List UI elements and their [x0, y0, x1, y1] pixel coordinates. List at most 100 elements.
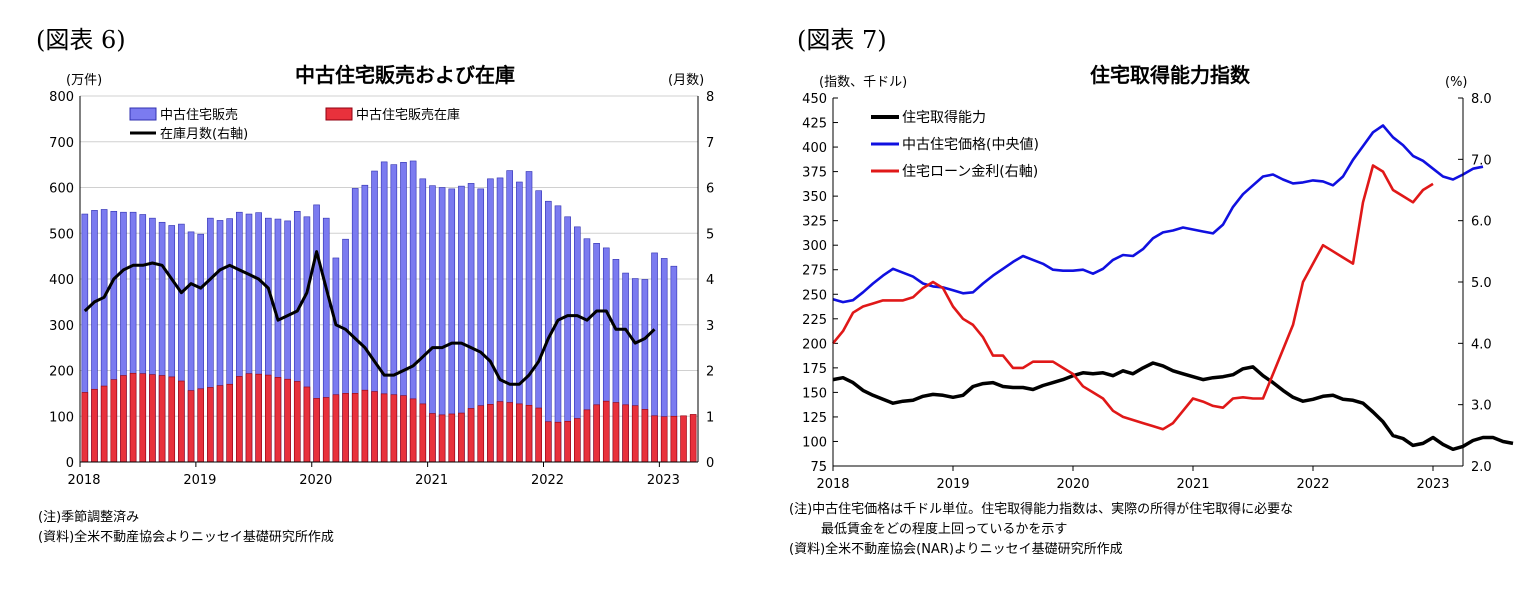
source-note: (資料)全米不動産協会(NAR)よりニッセイ基礎研究所作成	[789, 542, 1123, 557]
inventory-bar	[583, 409, 591, 463]
figure-6-panel: (図表 6) 0 100 200 300 400 500 600 700 800 0 1 2 3 4 5 6 7…	[36, 26, 714, 545]
series-line	[831, 164, 1434, 431]
y2-tick-label: 8.0	[1471, 92, 1492, 107]
inventory-bar	[293, 381, 301, 463]
inventory-bar	[178, 380, 185, 463]
inventory-bar	[361, 389, 369, 463]
inventory-bar	[149, 374, 156, 463]
y-tick-label: 0	[66, 456, 74, 471]
inventory-bar	[351, 393, 359, 463]
inventory-bar	[641, 409, 649, 463]
inventory-bar	[593, 404, 600, 463]
inventory-bar	[631, 405, 639, 463]
note-continued: 最低賃金をどの程度上回っているかを示す	[821, 522, 1068, 537]
inventory-bar	[245, 373, 253, 463]
inventory-bar	[236, 376, 243, 463]
y2-axis-label: (%)	[1445, 75, 1468, 90]
y2-tick-label: 6	[706, 182, 714, 197]
legend-label: 中古住宅価格(中央値)	[902, 137, 1039, 153]
figure-label: (図表 6)	[36, 26, 126, 54]
x-tick-label: 2020	[1056, 477, 1089, 492]
inventory-bar	[477, 405, 485, 463]
inventory-bar	[602, 400, 610, 463]
y-tick-label: 375	[802, 166, 827, 181]
housing-sales-inventory-chart: 0 100 200 300 400 500 600 700 800 0 1 2 3 4 5 6 7 8 2018 20…	[49, 63, 714, 488]
x-tick-label: 2019	[936, 477, 969, 492]
legend-label: 住宅取得能力	[902, 109, 986, 126]
inventory-bar	[670, 415, 678, 463]
y-axis-label: (指数、千ドル)	[819, 75, 907, 90]
y2-tick-label: 7.0	[1471, 153, 1492, 168]
inventory-bar	[313, 398, 320, 463]
legend-swatch-inventory	[325, 107, 353, 121]
legend-label: 在庫月数(右軸)	[160, 127, 248, 142]
y-tick-label: 450	[802, 92, 827, 107]
x-tick-label: 2018	[816, 477, 849, 492]
y-tick-label: 200	[49, 365, 74, 380]
inventory-bar	[226, 383, 233, 463]
inventory-bar	[380, 393, 388, 463]
inventory-bar	[129, 372, 137, 463]
inventory-bar	[371, 391, 378, 463]
inventory-bar	[265, 374, 272, 463]
inventory-bar	[120, 375, 127, 463]
y-tick-label: 275	[802, 264, 827, 279]
y-tick-label: 125	[802, 411, 827, 426]
y-tick-label: 500	[49, 227, 74, 242]
inventory-bar	[332, 394, 340, 463]
inventory-bar	[409, 398, 417, 463]
x-tick-label: 2021	[415, 473, 448, 488]
y2-tick-label: 2	[706, 365, 714, 380]
y-tick-label: 300	[49, 319, 74, 334]
y-axis-label: (万件)	[66, 73, 102, 88]
y2-tick-label: 4	[706, 273, 714, 288]
inventory-bar	[612, 402, 620, 463]
y2-tick-label: 3	[706, 319, 714, 334]
inventory-bar	[554, 421, 562, 463]
x-tick-label: 2021	[1176, 477, 1209, 492]
inventory-bar	[390, 394, 398, 463]
y2-tick-label: 4.0	[1471, 337, 1492, 352]
inventory-bar	[516, 403, 523, 463]
y2-tick-label: 6.0	[1471, 215, 1492, 230]
y2-tick-label: 1	[706, 410, 714, 425]
inventory-bar	[342, 393, 349, 463]
figure-7-panel: (図表 7) 75 100 125 150 175 200 225 250 275 300 325 3…	[765, 0, 1530, 589]
y-tick-label: 600	[49, 182, 74, 197]
inventory-bar	[689, 414, 697, 463]
inventory-bar	[187, 390, 195, 463]
inventory-bar	[400, 395, 407, 463]
inventory-bar	[139, 373, 147, 463]
inventory-bar	[207, 387, 214, 463]
inventory-bar	[535, 407, 542, 463]
inventory-bar	[525, 404, 533, 463]
legend-label: 住宅ローン金利(右軸)	[902, 164, 1038, 180]
legend-label: 中古住宅販売	[160, 107, 238, 123]
inventory-bar	[506, 402, 513, 463]
figure-label: (図表 7)	[797, 26, 887, 54]
y-tick-label: 800	[49, 90, 74, 105]
inventory-bar	[419, 403, 427, 463]
inventory-bar	[545, 421, 552, 463]
inventory-bar	[496, 401, 504, 463]
inventory-bar	[622, 404, 629, 463]
legend-label: 中古住宅販売在庫	[356, 107, 460, 123]
x-tick-label: 2019	[183, 473, 216, 488]
inventory-bar	[110, 379, 118, 463]
y-tick-label: 325	[802, 215, 827, 230]
housing-affordability-chart: 75 100 125 150 175 200 225 250 275 300 325 350 375 40…	[802, 63, 1514, 492]
inventory-bar	[91, 388, 98, 463]
inventory-bar	[274, 377, 282, 463]
inventory-bar	[322, 397, 330, 463]
inventory-bar	[100, 385, 108, 463]
source-note: (資料)全米不動産協会よりニッセイ基礎研究所作成	[38, 530, 334, 545]
y2-tick-label: 5.0	[1471, 276, 1492, 291]
x-tick-label: 2023	[1416, 477, 1449, 492]
inventory-bar	[448, 413, 456, 463]
legend-swatch-sales	[129, 107, 157, 121]
inventory-bar	[458, 412, 465, 463]
inventory-bar	[487, 404, 494, 463]
inventory-bar	[216, 385, 224, 463]
inventory-bar	[564, 420, 571, 463]
y2-tick-label: 8	[706, 90, 714, 105]
